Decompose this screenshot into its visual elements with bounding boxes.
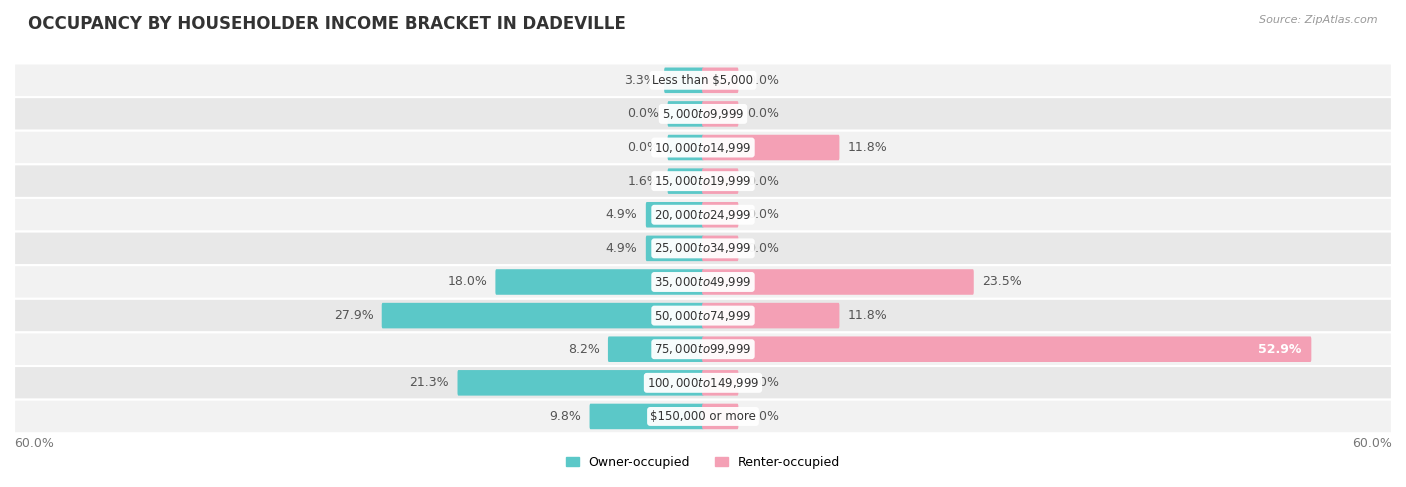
Text: $10,000 to $14,999: $10,000 to $14,999	[654, 141, 752, 154]
FancyBboxPatch shape	[702, 303, 839, 328]
Text: Less than $5,000: Less than $5,000	[652, 74, 754, 87]
Text: 0.0%: 0.0%	[627, 108, 659, 120]
FancyBboxPatch shape	[702, 269, 974, 295]
FancyBboxPatch shape	[668, 135, 704, 160]
FancyBboxPatch shape	[14, 299, 1392, 333]
FancyBboxPatch shape	[14, 164, 1392, 198]
Text: 0.0%: 0.0%	[747, 74, 779, 87]
FancyBboxPatch shape	[702, 236, 738, 261]
FancyBboxPatch shape	[14, 231, 1392, 265]
FancyBboxPatch shape	[645, 236, 704, 261]
FancyBboxPatch shape	[702, 101, 738, 127]
FancyBboxPatch shape	[702, 169, 738, 194]
FancyBboxPatch shape	[702, 370, 738, 395]
Text: 9.8%: 9.8%	[550, 410, 581, 423]
Text: 0.0%: 0.0%	[747, 175, 779, 187]
Text: 8.2%: 8.2%	[568, 343, 599, 356]
Text: 4.9%: 4.9%	[606, 242, 637, 255]
Text: $35,000 to $49,999: $35,000 to $49,999	[654, 275, 752, 289]
Text: 0.0%: 0.0%	[747, 208, 779, 221]
Text: $150,000 or more: $150,000 or more	[650, 410, 756, 423]
Text: OCCUPANCY BY HOUSEHOLDER INCOME BRACKET IN DADEVILLE: OCCUPANCY BY HOUSEHOLDER INCOME BRACKET …	[28, 15, 626, 33]
Text: $5,000 to $9,999: $5,000 to $9,999	[662, 107, 744, 121]
FancyBboxPatch shape	[14, 131, 1392, 164]
Text: 52.9%: 52.9%	[1258, 343, 1301, 356]
FancyBboxPatch shape	[702, 135, 839, 160]
Text: 11.8%: 11.8%	[848, 141, 887, 154]
FancyBboxPatch shape	[14, 198, 1392, 231]
FancyBboxPatch shape	[381, 303, 704, 328]
Text: 1.6%: 1.6%	[627, 175, 659, 187]
Text: $15,000 to $19,999: $15,000 to $19,999	[654, 174, 752, 188]
FancyBboxPatch shape	[702, 337, 1312, 362]
Text: 0.0%: 0.0%	[747, 242, 779, 255]
FancyBboxPatch shape	[589, 404, 704, 429]
Text: 0.0%: 0.0%	[627, 141, 659, 154]
Text: 18.0%: 18.0%	[447, 276, 486, 288]
Text: 60.0%: 60.0%	[1353, 437, 1392, 450]
FancyBboxPatch shape	[668, 169, 704, 194]
FancyBboxPatch shape	[14, 400, 1392, 433]
FancyBboxPatch shape	[664, 68, 704, 93]
Text: 21.3%: 21.3%	[409, 376, 450, 389]
Text: $50,000 to $74,999: $50,000 to $74,999	[654, 309, 752, 322]
Text: 27.9%: 27.9%	[333, 309, 374, 322]
FancyBboxPatch shape	[607, 337, 704, 362]
FancyBboxPatch shape	[702, 404, 738, 429]
FancyBboxPatch shape	[457, 370, 704, 395]
Text: 23.5%: 23.5%	[981, 276, 1022, 288]
Text: $100,000 to $149,999: $100,000 to $149,999	[647, 376, 759, 390]
FancyBboxPatch shape	[668, 101, 704, 127]
Text: 11.8%: 11.8%	[848, 309, 887, 322]
FancyBboxPatch shape	[14, 333, 1392, 366]
Legend: Owner-occupied, Renter-occupied: Owner-occupied, Renter-occupied	[561, 451, 845, 474]
FancyBboxPatch shape	[14, 265, 1392, 299]
Text: $75,000 to $99,999: $75,000 to $99,999	[654, 342, 752, 356]
FancyBboxPatch shape	[645, 202, 704, 227]
Text: $25,000 to $34,999: $25,000 to $34,999	[654, 242, 752, 255]
FancyBboxPatch shape	[14, 97, 1392, 131]
Text: Source: ZipAtlas.com: Source: ZipAtlas.com	[1260, 15, 1378, 25]
FancyBboxPatch shape	[702, 68, 738, 93]
FancyBboxPatch shape	[702, 202, 738, 227]
FancyBboxPatch shape	[14, 63, 1392, 97]
Text: 4.9%: 4.9%	[606, 208, 637, 221]
Text: $20,000 to $24,999: $20,000 to $24,999	[654, 208, 752, 222]
FancyBboxPatch shape	[14, 366, 1392, 400]
Text: 0.0%: 0.0%	[747, 410, 779, 423]
Text: 60.0%: 60.0%	[14, 437, 53, 450]
Text: 0.0%: 0.0%	[747, 376, 779, 389]
FancyBboxPatch shape	[495, 269, 704, 295]
Text: 0.0%: 0.0%	[747, 108, 779, 120]
Text: 3.3%: 3.3%	[624, 74, 657, 87]
